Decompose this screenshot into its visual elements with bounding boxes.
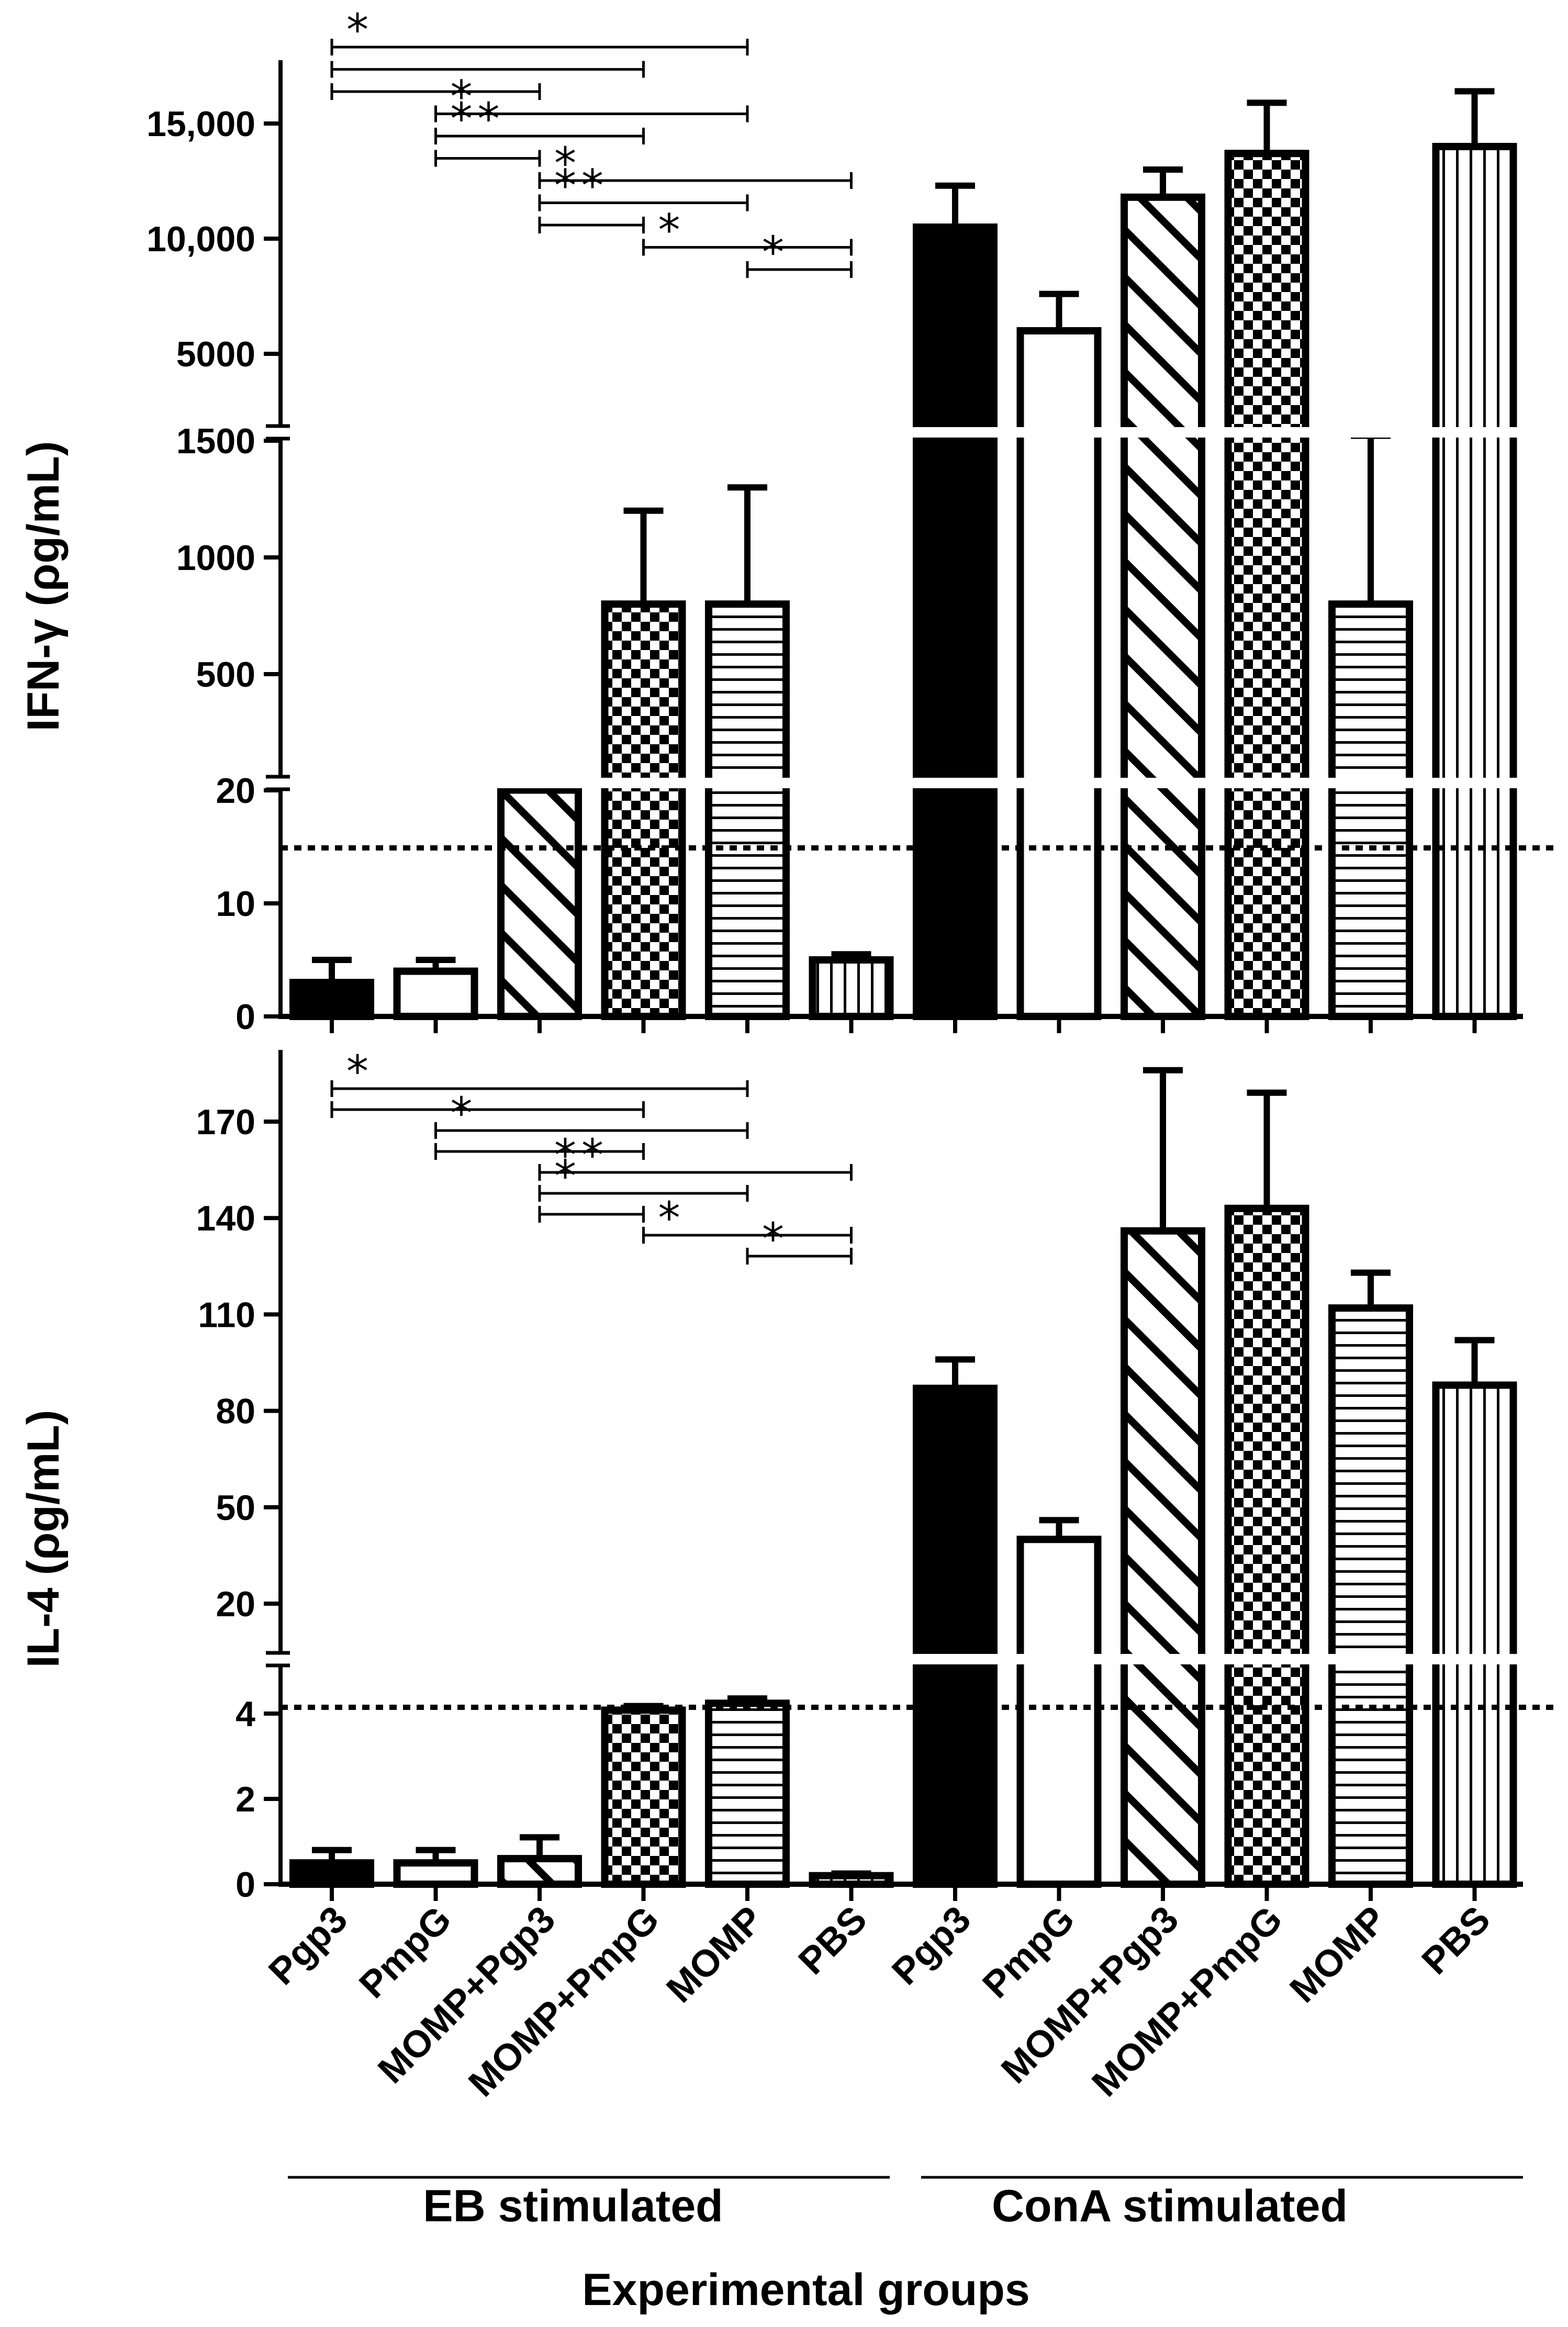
bar-ifn-eb-pmpg	[393, 967, 478, 1020]
bar-ifn-cona-pgp3	[913, 223, 998, 1020]
bar-il4-eb-momp-pmpg	[601, 1706, 686, 1888]
significance-label: **	[554, 1129, 609, 1181]
significance-label: *	[762, 227, 789, 278]
significance-label: **	[554, 160, 609, 211]
ifn-gamma-panel: IFN-γ (ρg/mL) 0 10 20 500 1000 1500 5000 10,000…	[18, 4, 1560, 1037]
category-label: MOMP+PmpG	[1084, 1898, 1291, 2105]
significance-label: *	[346, 4, 374, 55]
y-tick-label: 170	[196, 1102, 255, 1142]
significance-label: *	[658, 205, 686, 256]
bar-ifn-eb-momp-pmpg	[601, 600, 686, 1020]
bar-il4-cona-pbs	[1432, 1381, 1517, 1888]
category-label: PBS	[791, 1898, 875, 1983]
y-tick-label: 140	[196, 1199, 255, 1238]
y-tick-label: 1500	[176, 421, 255, 461]
significance-label: **	[451, 93, 505, 144]
category-label: PBS	[1414, 1898, 1498, 1983]
y-tick-label: 20	[216, 771, 255, 811]
y-tick-label: 4	[236, 1694, 255, 1734]
axis-break-gap	[270, 778, 1533, 788]
category-label: Pgp3	[261, 1898, 355, 1993]
category-label: MOMP	[658, 1898, 771, 2011]
significance-label: *	[554, 1150, 581, 1202]
y-tick-label: 0	[236, 1865, 255, 1905]
y-tick-label: 5000	[176, 334, 255, 374]
y-tick-label: 10	[216, 884, 255, 924]
category-label: Pgp3	[884, 1898, 979, 1993]
y-tick-label: 110	[198, 1295, 255, 1335]
x-axis-title: Experimental groups	[582, 2265, 1029, 2315]
bar-il4-cona-momp-pmpg	[1224, 1204, 1309, 1888]
axis-break-gap	[270, 427, 1533, 438]
bar-ifn-eb-momp-pgp3	[497, 786, 582, 1020]
significance-label: *	[451, 71, 478, 122]
bar-ifn-cona-momp	[1328, 600, 1413, 1020]
bar-il4-cona-pgp3	[913, 1384, 998, 1888]
y-tick-label: 0	[236, 997, 255, 1037]
category-label: MOMP+PmpG	[461, 1898, 667, 2105]
bar-il4-cona-pmpg	[1016, 1536, 1102, 1888]
bar-il4-cona-momp	[1328, 1304, 1413, 1888]
category-label: MOMP	[1282, 1898, 1394, 2011]
y-tick-label: 20	[216, 1584, 255, 1624]
ifn-gamma-y-axis-title: IFN-γ (ρg/mL)	[18, 441, 69, 732]
significance-label: *	[451, 1088, 478, 1139]
bar-ifn-eb-pgp3	[289, 979, 374, 1020]
axis-break-gap	[270, 1654, 1533, 1664]
bar-il4-eb-pgp3	[289, 1859, 374, 1888]
significance-label: *	[346, 1046, 374, 1097]
y-tick-label: 1000	[176, 538, 255, 578]
significance-label: *	[762, 1213, 789, 1265]
cona-group-label: ConA stimulated	[992, 2181, 1348, 2231]
bar-ifn-eb-pbs	[809, 956, 894, 1020]
il-4-y-axis-title: IL-4 (ρg/mL)	[18, 1410, 69, 1668]
bar-il4-eb-pmpg	[393, 1859, 478, 1888]
x-axis-annotations: EB stimulated ConA stimulated Experiment…	[261, 1898, 1523, 2315]
bar-il4-cona-momp-pgp3	[1121, 1227, 1205, 1888]
eb-group-label: EB stimulated	[423, 2181, 723, 2231]
bar-ifn-cona-momp-pgp3	[1121, 193, 1205, 1020]
bar-il4-eb-momp	[705, 1699, 790, 1888]
y-tick-label: 500	[196, 655, 255, 695]
bar-ifn-eb-momp	[705, 600, 790, 1020]
y-tick-label: 50	[216, 1488, 255, 1528]
bar-ifn-cona-pbs	[1432, 143, 1517, 1020]
significance-label: *	[658, 1192, 686, 1244]
y-tick-label: 10,000	[147, 219, 255, 259]
y-tick-label: 2	[236, 1780, 255, 1819]
category-label: MOMP+Pgp3	[993, 1898, 1186, 2091]
y-tick-label: 80	[216, 1392, 255, 1431]
y-tick-label: 15,000	[147, 104, 255, 144]
bar-il4-eb-momp-pgp3	[497, 1855, 582, 1888]
significance-label: *	[554, 138, 581, 189]
bar-ifn-cona-momp-pmpg	[1224, 150, 1309, 1021]
category-label: MOMP+Pgp3	[370, 1898, 563, 2091]
